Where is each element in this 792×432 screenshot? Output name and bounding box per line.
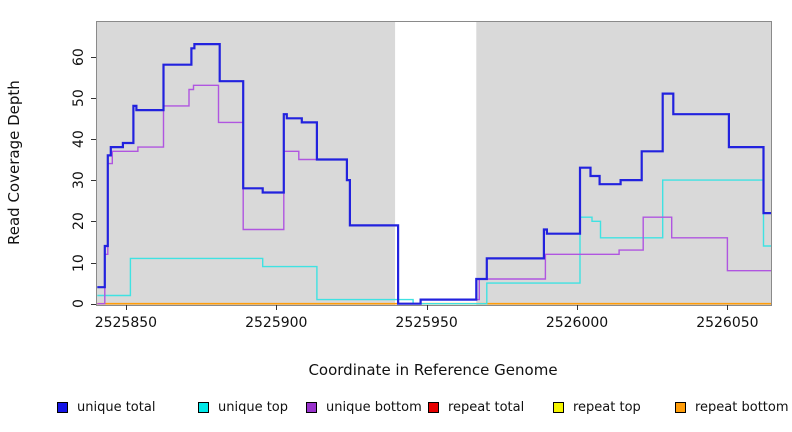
x-axis-tick: [125, 305, 127, 310]
x-tick-label: 2526050: [696, 315, 759, 331]
x-axis-tick: [727, 305, 729, 310]
legend-label: unique bottom: [326, 400, 422, 415]
coverage-step-lines: [97, 22, 771, 305]
legend-item-unique-bottom: unique bottom: [306, 400, 422, 415]
legend-label: unique total: [77, 400, 156, 415]
legend-item-repeat-top: repeat top: [553, 400, 641, 415]
legend-label: repeat total: [448, 400, 525, 415]
y-axis-tick: [91, 97, 96, 99]
legend-label: unique top: [218, 400, 289, 415]
y-axis-tick: [91, 262, 96, 264]
legend-swatch-icon: [198, 402, 209, 413]
legend-item-repeat-bottom: repeat bottom: [675, 400, 789, 415]
x-tick-label: 2525950: [395, 315, 458, 331]
legend-swatch-icon: [57, 402, 68, 413]
legend-label: repeat top: [573, 400, 641, 415]
legend-swatch-icon: [675, 402, 686, 413]
x-axis-title: Coordinate in Reference Genome: [308, 361, 558, 379]
legend-item-repeat-total: repeat total: [428, 400, 524, 415]
y-axis-tick: [91, 303, 96, 305]
y-axis-tick: [91, 56, 96, 58]
series-line-unique-bottom: [97, 84, 771, 305]
x-tick-label: 2525900: [245, 315, 308, 331]
x-axis-tick: [577, 305, 578, 310]
legend-swatch-icon: [553, 402, 564, 413]
legend-item-unique-top: unique top: [198, 400, 288, 415]
x-tick-label: 2526000: [545, 315, 609, 331]
x-axis-tick: [276, 305, 278, 310]
legend-label: repeat bottom: [695, 400, 789, 415]
y-axis-tick: [91, 221, 96, 223]
legend-item-unique-total: unique total: [57, 400, 155, 415]
y-axis-tick: [91, 138, 96, 140]
x-tick-label: 2525850: [94, 315, 158, 331]
x-axis-tick: [426, 305, 428, 310]
series-line-unique-total: [97, 43, 771, 305]
y-axis-title: Read Coverage Depth: [5, 80, 23, 245]
legend-swatch-icon: [306, 402, 317, 413]
plot-area: [96, 21, 772, 306]
legend-swatch-icon: [428, 402, 439, 413]
uncovered-white-band: [395, 22, 477, 305]
y-tick-label: 60: [71, 47, 87, 66]
series-line-unique-top: [97, 179, 771, 305]
y-axis-tick: [91, 180, 96, 182]
